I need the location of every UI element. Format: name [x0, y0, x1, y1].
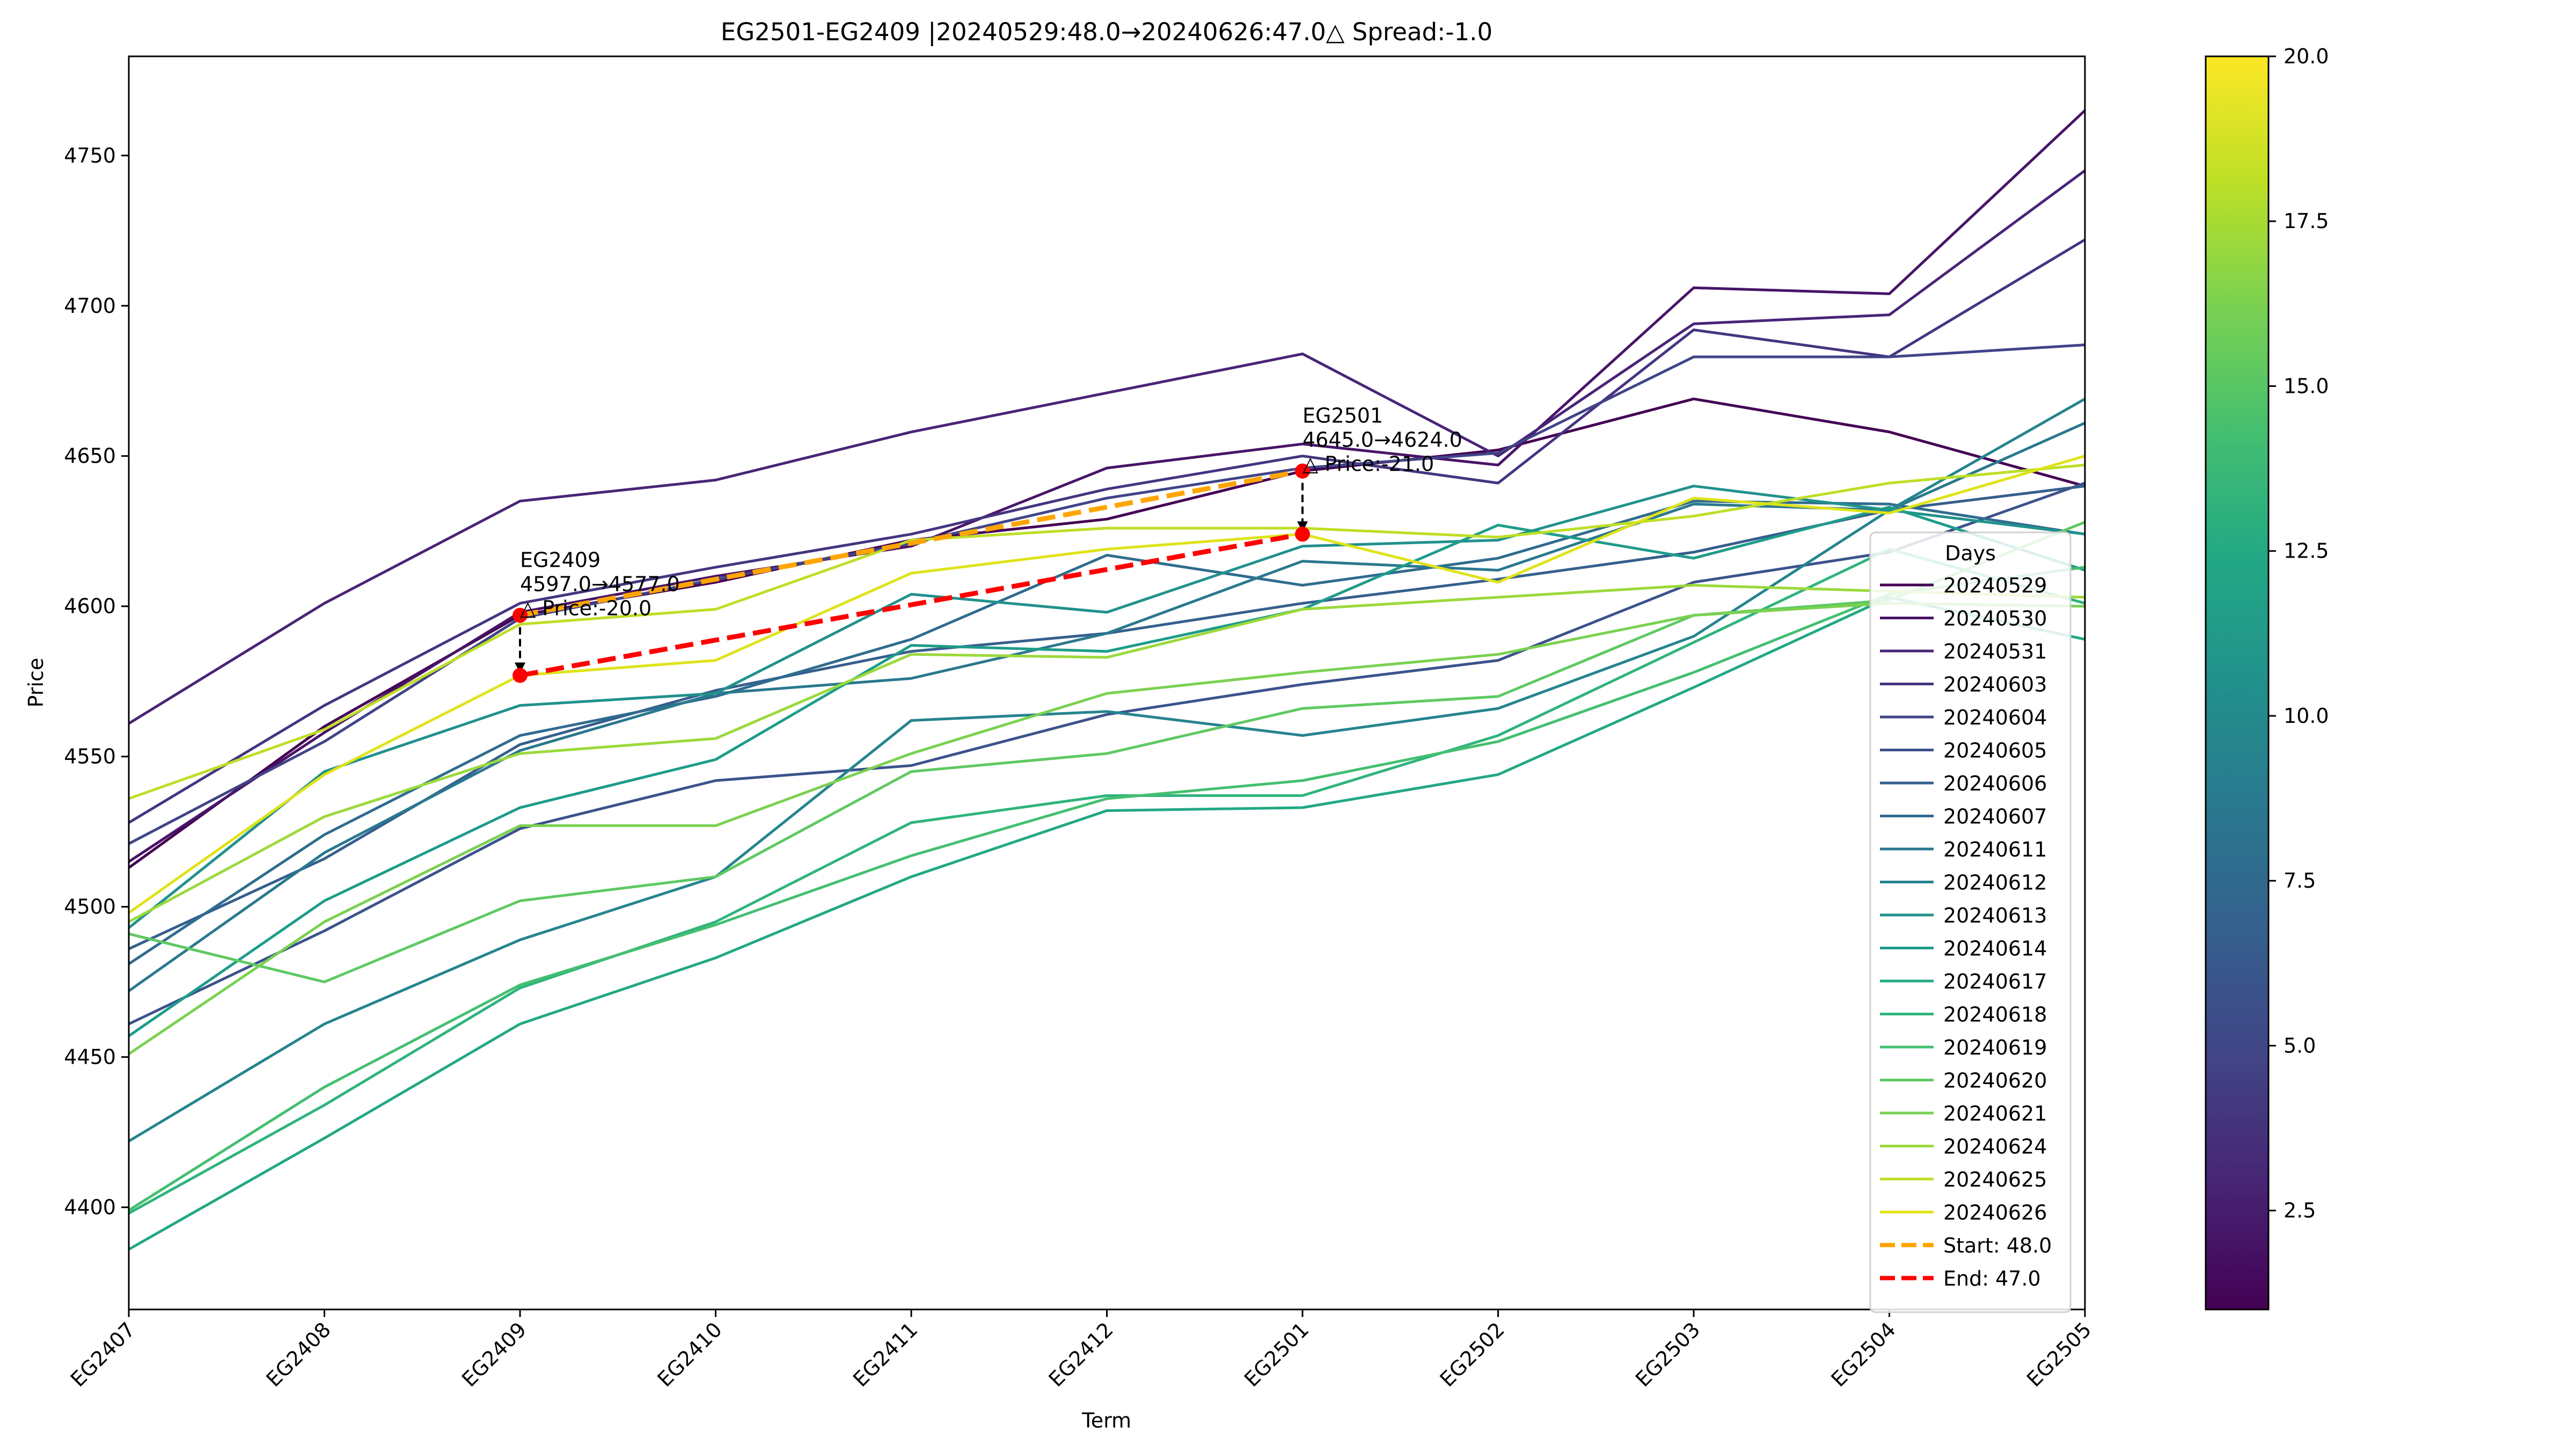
y-tick-label: 4650 [64, 444, 116, 468]
legend-label: 20240626 [1943, 1201, 2047, 1225]
start-marker-EG2501 [1295, 463, 1310, 479]
colorbar-tick-label: 7.5 [2284, 869, 2316, 892]
legend-label: 20240530 [1943, 607, 2047, 631]
chart-title: EG2501-EG2409 |20240529:48.0→20240626:47… [721, 18, 1492, 46]
colorbar-tick-label: 17.5 [2284, 209, 2329, 233]
y-tick-label: 4700 [64, 294, 116, 318]
x-tick-label: EG2505 [2022, 1318, 2096, 1391]
series-line-20240612 [129, 398, 2085, 1143]
legend-label: 20240529 [1943, 574, 2047, 597]
x-tick-label: EG2502 [1436, 1318, 1509, 1391]
colorbar-tick-label: 15.0 [2284, 374, 2329, 398]
x-tick-label: EG2408 [262, 1318, 335, 1391]
x-axis-label: Term [1081, 1409, 1131, 1432]
spread-layer [519, 469, 1303, 678]
legend-label: 20240612 [1943, 871, 2047, 895]
y-tick-label: 4400 [64, 1196, 116, 1219]
annotation-line: 4597.0→4577.0 [520, 573, 680, 596]
legend-label: 20240621 [1943, 1102, 2047, 1125]
y-axis: 4400 4450 4500 4550 4600 4650 4700 4750 [64, 144, 129, 1219]
legend-label: 20240625 [1943, 1168, 2047, 1191]
x-tick-label: EG2411 [848, 1318, 922, 1391]
legend-label: 20240618 [1943, 1003, 2047, 1027]
x-tick-label: EG2407 [66, 1318, 140, 1391]
series-line-20240614 [129, 506, 2085, 1037]
series-line-20240613 [129, 485, 2085, 929]
legend-label: Start: 48.0 [1943, 1234, 2052, 1257]
legend: Days 20240529 20240530 20240531 20240603 2024… [1869, 531, 2072, 1313]
x-tick-label: EG2503 [1631, 1318, 1704, 1391]
series-line-20240619 [129, 566, 2085, 1212]
legend-label: 20240603 [1943, 673, 2047, 697]
colorbar-tick-label: 2.5 [2284, 1199, 2316, 1223]
annotation-line: △ Price:-20.0 [520, 597, 652, 620]
y-tick-label: 4600 [64, 595, 116, 618]
start-marker-EG2409 [513, 608, 528, 623]
spread-end-line [519, 531, 1303, 678]
colorbar-tick-label: 12.5 [2284, 539, 2329, 563]
legend-label: 20240620 [1943, 1069, 2047, 1093]
y-axis-label: Price [24, 658, 48, 708]
annotation-line: 4645.0→4624.0 [1302, 428, 1462, 452]
legend-box [1869, 531, 2072, 1313]
legend-label: 20240613 [1943, 904, 2047, 927]
annotation-EG2501: EG2501 4645.0→4624.0 △ Price:-21.0 [1302, 404, 1462, 476]
series-line-20240605 [129, 481, 2085, 1026]
legend-title: Days [1945, 541, 1996, 565]
plot-frame [128, 55, 2086, 1311]
x-tick-label: EG2412 [1044, 1318, 1118, 1391]
colorbar-tick-label: 20.0 [2284, 45, 2329, 68]
annotation-EG2409: EG2409 4597.0→4577.0 △ Price:-20.0 [520, 548, 680, 620]
series-line-20240620 [129, 521, 2085, 984]
y-tick-label: 4450 [64, 1045, 116, 1069]
colorbar [2205, 55, 2270, 1311]
series-layer [129, 109, 2085, 1251]
legend-label: 20240614 [1943, 937, 2047, 961]
end-marker-EG2501 [1295, 526, 1310, 542]
y-tick-label: 4550 [64, 745, 116, 769]
y-tick-label: 4500 [64, 895, 116, 919]
annotation-line: △ Price:-21.0 [1302, 452, 1434, 476]
series-line-20240626 [129, 455, 2085, 914]
legend-label: 20240606 [1943, 772, 2047, 795]
annotation-layer: EG2409 4597.0→4577.0 △ Price:-20.0 EG2501 46… [513, 404, 1462, 683]
x-tick-label: EG2501 [1240, 1318, 1313, 1391]
series-line-20240603 [129, 238, 2085, 824]
legend-label: 20240624 [1943, 1135, 2047, 1159]
annotation-line: EG2409 [520, 548, 601, 572]
series-line-20240624 [129, 584, 2085, 923]
x-tick-label: EG2504 [1827, 1318, 1900, 1391]
legend-label: 20240607 [1943, 805, 2047, 829]
series-line-20240531 [129, 169, 2085, 725]
legend-label: 20240617 [1943, 970, 2047, 993]
series-line-20240625 [129, 464, 2085, 800]
series-line-20240617 [129, 596, 2085, 1251]
colorbar-tick-label: 5.0 [2284, 1034, 2316, 1057]
legend-label: End: 47.0 [1943, 1267, 2041, 1291]
spread-start-line [519, 469, 1303, 618]
y-tick-label: 4750 [64, 144, 116, 167]
annotation-line: EG2501 [1302, 404, 1383, 428]
x-tick-label: EG2409 [457, 1318, 531, 1391]
legend-label: 20240605 [1943, 739, 2047, 763]
legend-label: 20240611 [1943, 838, 2047, 861]
legend-label: 20240604 [1943, 706, 2047, 729]
series-line-20240621 [129, 602, 2085, 1056]
colorbar-tick-label: 10.0 [2284, 704, 2329, 728]
series-line-20240530 [129, 109, 2085, 863]
x-tick-label: EG2410 [653, 1318, 727, 1391]
legend-label: 20240531 [1943, 640, 2047, 663]
colorbar-ticks: 2.5 5.0 7.5 10.0 12.5 15.0 17.5 20.0 [2268, 45, 2329, 1223]
x-axis: EG2407 EG2408 EG2409 EG2410 EG2411 EG2412 EG25… [66, 1309, 2096, 1392]
end-marker-EG2409 [513, 668, 528, 683]
legend-label: 20240619 [1943, 1036, 2047, 1059]
